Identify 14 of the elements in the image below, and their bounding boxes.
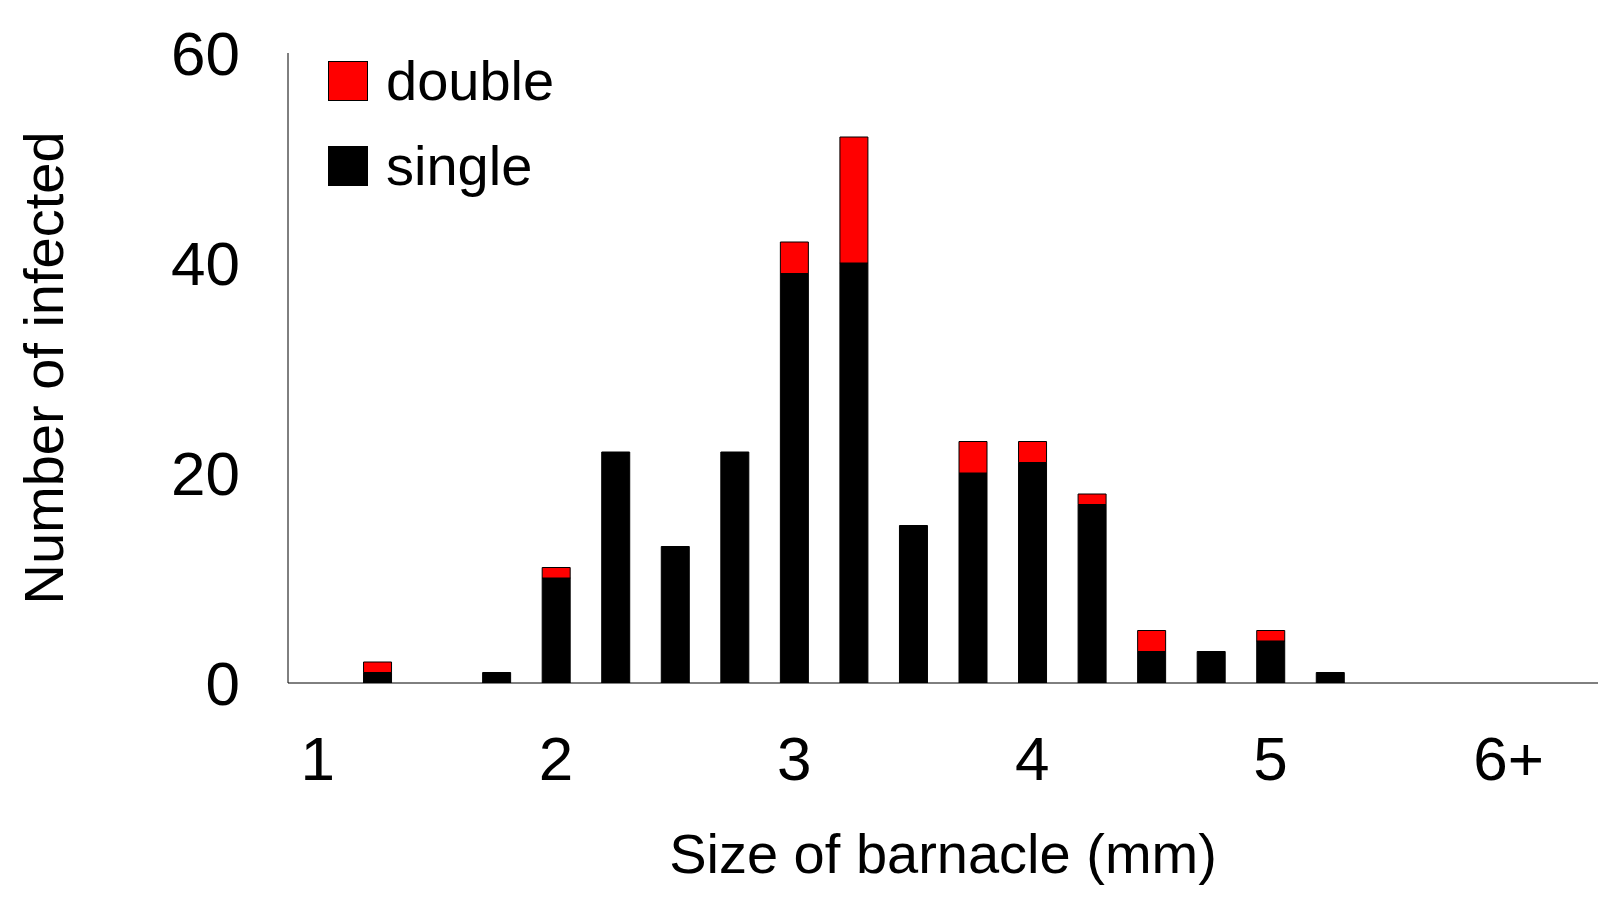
x-tick-label: 3 [776, 724, 812, 794]
y-tick-label: 20 [171, 439, 240, 509]
x-tick-label: 4 [1015, 724, 1050, 794]
x-axis-title: Size of barnacle (mm) [669, 822, 1217, 885]
y-tick-label: 0 [205, 649, 240, 719]
x-tick-label: 1 [300, 724, 336, 794]
x-tick-label: 5 [1253, 724, 1288, 794]
legend-label: double [386, 48, 555, 113]
x-tick-label: 6+ [1473, 724, 1545, 794]
x-tick-label: 2 [538, 724, 574, 794]
y-axis-title: Number of infected [11, 131, 75, 605]
y-tick-label: 40 [171, 229, 240, 299]
legend-label: single [386, 133, 533, 198]
y-tick-label: 60 [171, 19, 240, 89]
